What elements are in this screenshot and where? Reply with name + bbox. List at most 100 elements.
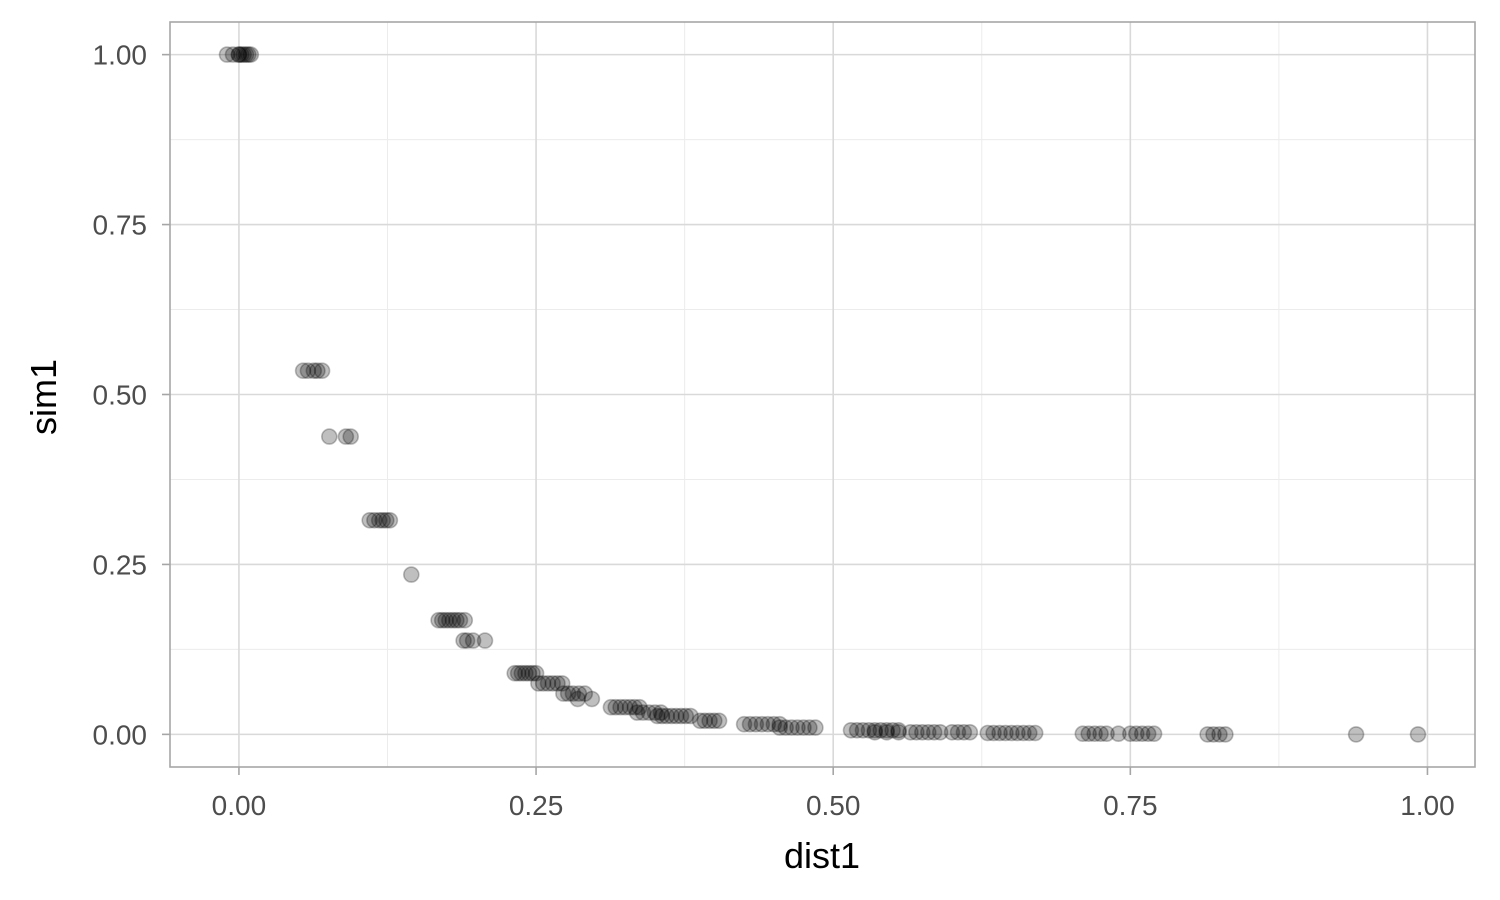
data-point-103 (890, 721, 907, 739)
data-point-48 (553, 675, 571, 692)
data-point-142 (1409, 726, 1427, 743)
data-point-139 (1211, 726, 1228, 743)
data-point-63 (628, 704, 646, 721)
data-point-120 (997, 724, 1014, 742)
data-point-62 (631, 698, 648, 716)
data-point-37 (509, 664, 527, 682)
data-point-67 (652, 704, 670, 721)
y-tick-label-3: 0.75 (93, 210, 148, 241)
data-point-32 (455, 632, 472, 649)
data-point-23 (402, 566, 420, 583)
data-point-77 (696, 712, 714, 730)
data-point-140 (1217, 726, 1234, 743)
data-point-135 (1139, 725, 1157, 743)
data-point-107 (902, 723, 919, 741)
data-point-40 (520, 664, 538, 682)
data-point-9 (294, 362, 312, 380)
data-point-39 (517, 664, 534, 682)
data-point-127 (1080, 725, 1097, 743)
data-points (218, 46, 1427, 743)
data-point-36 (506, 664, 524, 682)
data-point-98 (860, 721, 878, 739)
y-axis-ticks: 0.00 0.25 0.50 0.75 1.00 (93, 40, 170, 750)
data-point-44 (534, 675, 552, 692)
data-point-51 (564, 685, 582, 702)
data-point-74 (677, 707, 695, 725)
data-point-76 (691, 712, 709, 730)
data-point-116 (961, 723, 979, 741)
data-point-26 (437, 611, 455, 629)
data-point-80 (710, 712, 728, 730)
data-point-52 (570, 685, 588, 702)
data-point-4 (233, 46, 250, 63)
data-point-69 (653, 707, 671, 725)
data-point-141 (1347, 726, 1365, 743)
data-point-95 (842, 721, 860, 739)
data-point-31 (456, 611, 474, 629)
data-point-68 (648, 707, 666, 725)
data-point-100 (872, 721, 890, 739)
x-axis-ticks: 0.00 0.25 0.50 0.75 1.00 (212, 767, 1455, 821)
data-point-3 (230, 46, 248, 63)
data-point-56 (602, 698, 620, 716)
data-point-12 (309, 362, 326, 380)
data-point-78 (701, 712, 718, 730)
data-point-117 (979, 724, 997, 742)
data-point-24 (430, 611, 447, 629)
data-point-113 (943, 723, 961, 741)
data-point-94 (807, 719, 824, 736)
data-point-75 (682, 707, 699, 725)
data-point-0 (218, 46, 236, 63)
data-point-136 (1145, 725, 1163, 743)
data-point-84 (753, 715, 771, 733)
data-point-11 (305, 362, 323, 380)
data-point-106 (890, 723, 907, 741)
data-point-104 (866, 723, 884, 741)
data-point-53 (576, 685, 594, 702)
data-point-89 (777, 719, 795, 736)
data-point-87 (771, 715, 789, 733)
data-point-118 (985, 724, 1002, 742)
data-point-10 (299, 362, 317, 380)
data-point-1 (224, 46, 242, 63)
data-point-119 (991, 724, 1008, 742)
data-point-102 (884, 721, 901, 739)
x-tick-label-2: 0.50 (806, 790, 861, 821)
data-point-137 (1199, 726, 1216, 743)
data-point-22 (381, 511, 399, 529)
data-point-110 (919, 723, 937, 741)
data-point-99 (866, 721, 884, 739)
data-point-41 (524, 664, 541, 682)
data-point-16 (342, 428, 360, 445)
data-point-35 (476, 632, 494, 649)
data-point-14 (320, 428, 338, 445)
data-point-45 (539, 675, 557, 692)
data-point-130 (1098, 725, 1115, 743)
data-point-50 (559, 685, 577, 702)
data-point-20 (374, 511, 392, 529)
data-point-49 (555, 685, 572, 702)
data-point-82 (741, 715, 759, 733)
x-tick-label-4: 1.00 (1400, 790, 1455, 821)
data-point-28 (444, 611, 462, 629)
data-point-70 (658, 707, 676, 725)
data-point-124 (1021, 724, 1038, 742)
data-point-96 (848, 721, 866, 739)
data-point-34 (464, 632, 482, 649)
data-point-42 (527, 664, 545, 682)
data-point-61 (626, 698, 644, 716)
data-point-15 (337, 428, 355, 445)
y-axis-title: sim1 (23, 359, 64, 435)
data-point-91 (789, 719, 806, 736)
data-point-30 (451, 611, 469, 629)
data-point-33 (458, 632, 476, 649)
data-point-27 (440, 611, 458, 629)
data-point-88 (771, 719, 789, 736)
data-point-29 (448, 611, 465, 629)
data-point-83 (747, 715, 765, 733)
minor-gridlines (170, 22, 1475, 767)
data-point-105 (878, 723, 896, 741)
data-point-59 (616, 698, 634, 716)
data-point-108 (908, 723, 925, 741)
